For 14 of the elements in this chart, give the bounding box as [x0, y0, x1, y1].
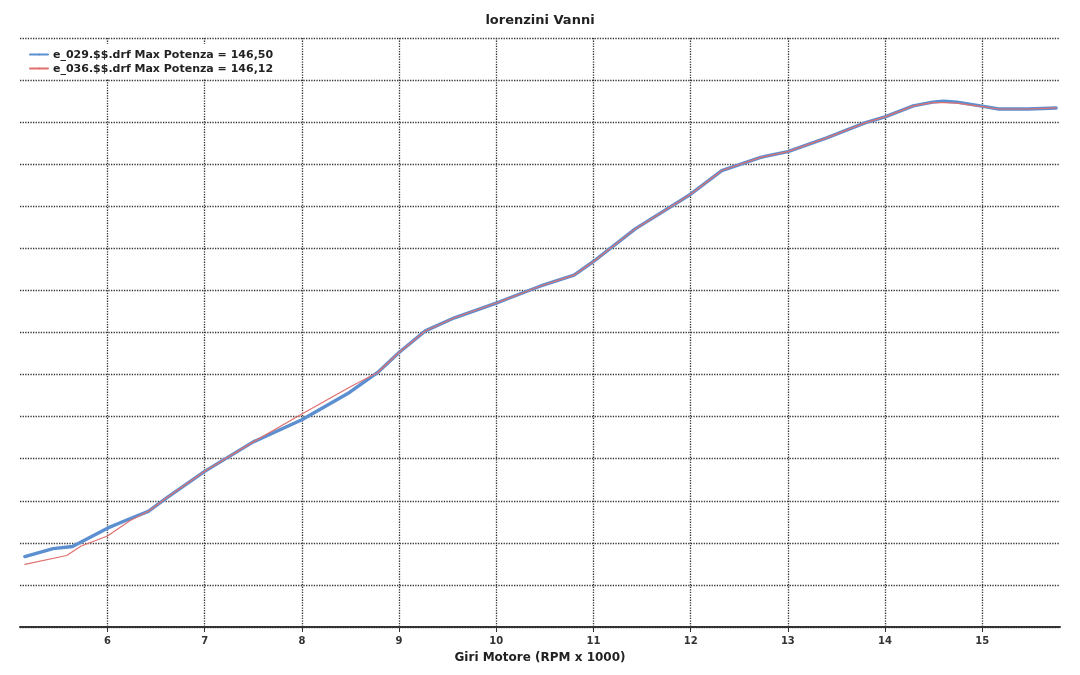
- x-tick-label: 6: [103, 634, 111, 646]
- x-tick-label: 13: [780, 634, 795, 646]
- x-tick-label: 7: [201, 634, 209, 646]
- x-axis-title: Giri Motore (RPM x 1000): [454, 650, 626, 664]
- legend-label: e_036.$$.drf Max Potenza = 146,12: [53, 62, 274, 75]
- x-tick-label: 9: [395, 634, 403, 646]
- chart-title: lorenzini Vanni: [485, 12, 595, 27]
- x-tick-label: 8: [298, 634, 306, 646]
- legend-label: e_029.$$.drf Max Potenza = 146,50: [53, 48, 274, 61]
- x-tick-label: 12: [683, 634, 698, 646]
- x-tick-label: 15: [975, 634, 990, 646]
- x-tick-label: 10: [489, 634, 504, 646]
- x-tick-label: 11: [586, 634, 601, 646]
- x-tick-label: 14: [878, 634, 893, 646]
